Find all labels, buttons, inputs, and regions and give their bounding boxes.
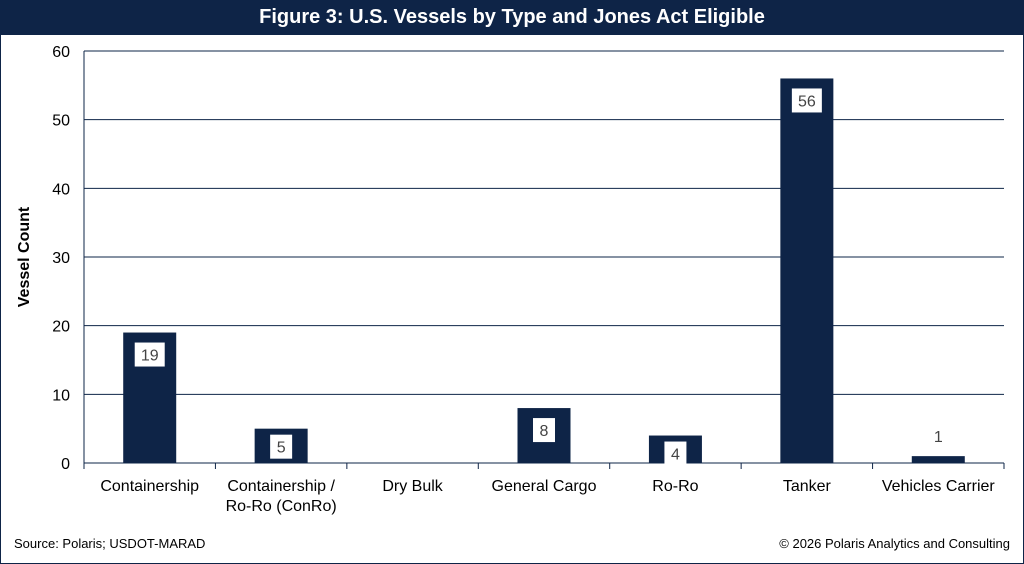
- data-label: 19: [141, 348, 159, 365]
- x-tick-label: Containership: [100, 478, 199, 495]
- y-tick-label: 40: [52, 181, 70, 198]
- data-label-box: [270, 434, 293, 459]
- x-tick-label: Vehicles Carrier: [882, 478, 996, 495]
- data-label: 5: [277, 440, 286, 457]
- copyright-note: © 2026 Polaris Analytics and Consulting: [779, 536, 1010, 551]
- x-tick-label: Ro-Ro: [652, 478, 698, 495]
- data-label-box: [664, 441, 687, 466]
- source-note: Source: Polaris; USDOT-MARAD: [14, 536, 206, 551]
- data-label: 56: [798, 93, 816, 110]
- y-tick-label: 10: [52, 387, 70, 404]
- data-label: 4: [671, 447, 680, 464]
- chart-title: Figure 3: U.S. Vessels by Type and Jones…: [0, 0, 1024, 35]
- data-label-box: [134, 342, 165, 367]
- x-tick-label: Ro-Ro (ConRo): [226, 498, 337, 515]
- bar: [911, 456, 965, 463]
- y-tick-label: 20: [52, 319, 70, 336]
- x-tick-label: Dry Bulk: [382, 478, 443, 495]
- y-axis-title: Vessel Count: [16, 206, 33, 307]
- x-tick-label: Tanker: [783, 478, 832, 495]
- y-tick-label: 50: [52, 113, 70, 130]
- y-tick-label: 0: [61, 456, 70, 473]
- y-tick-label: 30: [52, 250, 70, 267]
- x-tick-label: Containership /: [227, 478, 335, 495]
- data-label-box: [533, 418, 555, 443]
- data-label-box: [791, 88, 822, 113]
- x-tick-label: General Cargo: [492, 478, 597, 495]
- data-label: 1: [934, 429, 943, 446]
- y-tick-label: 60: [52, 44, 70, 61]
- bar: [780, 78, 834, 463]
- data-label: 8: [540, 423, 549, 440]
